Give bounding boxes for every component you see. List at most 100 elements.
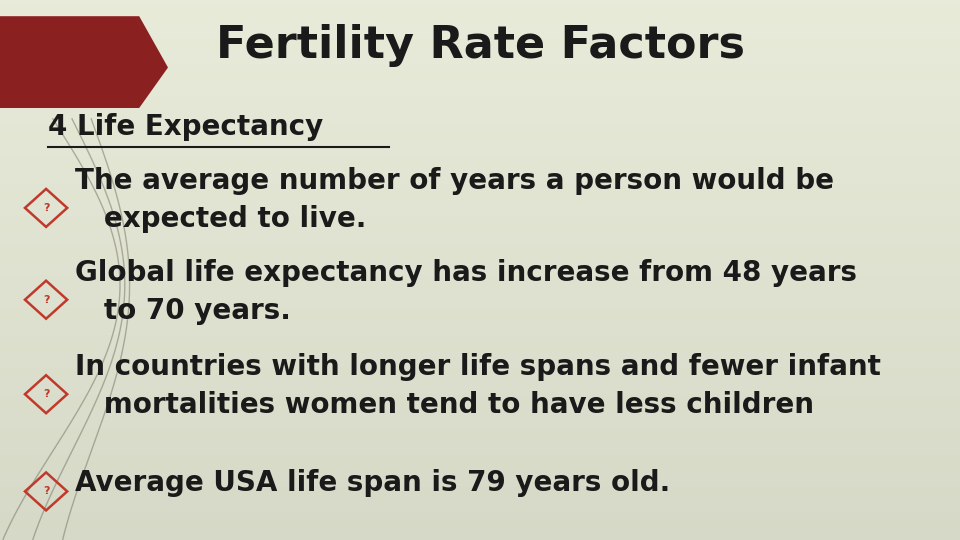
Bar xyxy=(0,227,960,232)
Bar xyxy=(0,173,960,178)
Text: Average USA life span is 79 years old.: Average USA life span is 79 years old. xyxy=(75,469,670,497)
Bar xyxy=(0,340,960,346)
Bar xyxy=(0,254,960,259)
Bar xyxy=(0,281,960,286)
Bar xyxy=(0,65,960,70)
Bar xyxy=(0,81,960,86)
Bar xyxy=(0,130,960,135)
Bar xyxy=(0,518,960,524)
Bar xyxy=(0,16,960,22)
Bar xyxy=(0,319,960,324)
Bar xyxy=(0,43,960,49)
Text: Global life expectancy has increase from 48 years
   to 70 years.: Global life expectancy has increase from… xyxy=(75,259,857,325)
Bar xyxy=(0,221,960,227)
Bar xyxy=(0,162,960,167)
Bar xyxy=(0,292,960,297)
Bar xyxy=(0,211,960,216)
Bar xyxy=(0,324,960,329)
Bar xyxy=(0,524,960,529)
Bar xyxy=(0,378,960,383)
Bar xyxy=(0,491,960,497)
Bar xyxy=(0,5,960,11)
Text: The average number of years a person would be
   expected to live.: The average number of years a person wou… xyxy=(75,167,834,233)
Bar xyxy=(0,475,960,481)
Bar xyxy=(0,389,960,394)
Text: 4 Life Expectancy: 4 Life Expectancy xyxy=(48,113,324,141)
Polygon shape xyxy=(0,16,168,108)
Bar xyxy=(0,70,960,76)
Text: ?: ? xyxy=(43,203,49,213)
Bar xyxy=(0,313,960,319)
Bar xyxy=(0,178,960,184)
Bar xyxy=(0,410,960,416)
Bar xyxy=(0,32,960,38)
Bar xyxy=(0,243,960,248)
Bar xyxy=(0,356,960,362)
Bar xyxy=(0,454,960,459)
Bar xyxy=(0,443,960,448)
Bar xyxy=(0,140,960,146)
Bar xyxy=(0,400,960,405)
Bar xyxy=(0,54,960,59)
Bar xyxy=(0,416,960,421)
Bar xyxy=(0,529,960,535)
Bar xyxy=(0,265,960,270)
Bar xyxy=(0,437,960,443)
Bar xyxy=(0,97,960,103)
Bar xyxy=(0,464,960,470)
Bar xyxy=(0,394,960,400)
Bar xyxy=(0,513,960,518)
Bar xyxy=(0,448,960,454)
Bar xyxy=(0,189,960,194)
Bar xyxy=(0,59,960,65)
Bar xyxy=(0,124,960,130)
Bar xyxy=(0,486,960,491)
Bar xyxy=(0,259,960,265)
Bar xyxy=(0,421,960,427)
Bar xyxy=(0,76,960,81)
Bar xyxy=(0,405,960,410)
Bar xyxy=(0,427,960,432)
Bar xyxy=(0,470,960,475)
Bar xyxy=(0,481,960,486)
Bar xyxy=(0,367,960,373)
Bar xyxy=(0,508,960,513)
Bar xyxy=(0,362,960,367)
Bar xyxy=(0,22,960,27)
Bar xyxy=(0,49,960,54)
Bar xyxy=(0,373,960,378)
Bar xyxy=(0,502,960,508)
Bar xyxy=(0,238,960,243)
Bar xyxy=(0,232,960,238)
Bar xyxy=(0,194,960,200)
Bar xyxy=(0,308,960,313)
Bar xyxy=(0,119,960,124)
Bar xyxy=(0,335,960,340)
Bar xyxy=(0,248,960,254)
Bar xyxy=(0,297,960,302)
Bar xyxy=(0,92,960,97)
Text: Fertility Rate Factors: Fertility Rate Factors xyxy=(215,24,745,68)
Bar xyxy=(0,346,960,351)
Bar xyxy=(0,0,960,5)
Text: ?: ? xyxy=(43,487,49,496)
Bar xyxy=(0,205,960,211)
Text: ?: ? xyxy=(43,295,49,305)
Bar xyxy=(0,38,960,43)
Bar xyxy=(0,383,960,389)
Bar xyxy=(0,286,960,292)
Bar xyxy=(0,27,960,32)
Bar xyxy=(0,302,960,308)
Bar xyxy=(0,103,960,108)
Bar xyxy=(0,86,960,92)
Bar xyxy=(0,329,960,335)
Text: ?: ? xyxy=(43,389,49,399)
Bar xyxy=(0,275,960,281)
Bar xyxy=(0,200,960,205)
Bar xyxy=(0,535,960,540)
Bar xyxy=(0,113,960,119)
Bar xyxy=(0,432,960,437)
Bar xyxy=(0,11,960,16)
Bar xyxy=(0,108,960,113)
Bar xyxy=(0,459,960,464)
